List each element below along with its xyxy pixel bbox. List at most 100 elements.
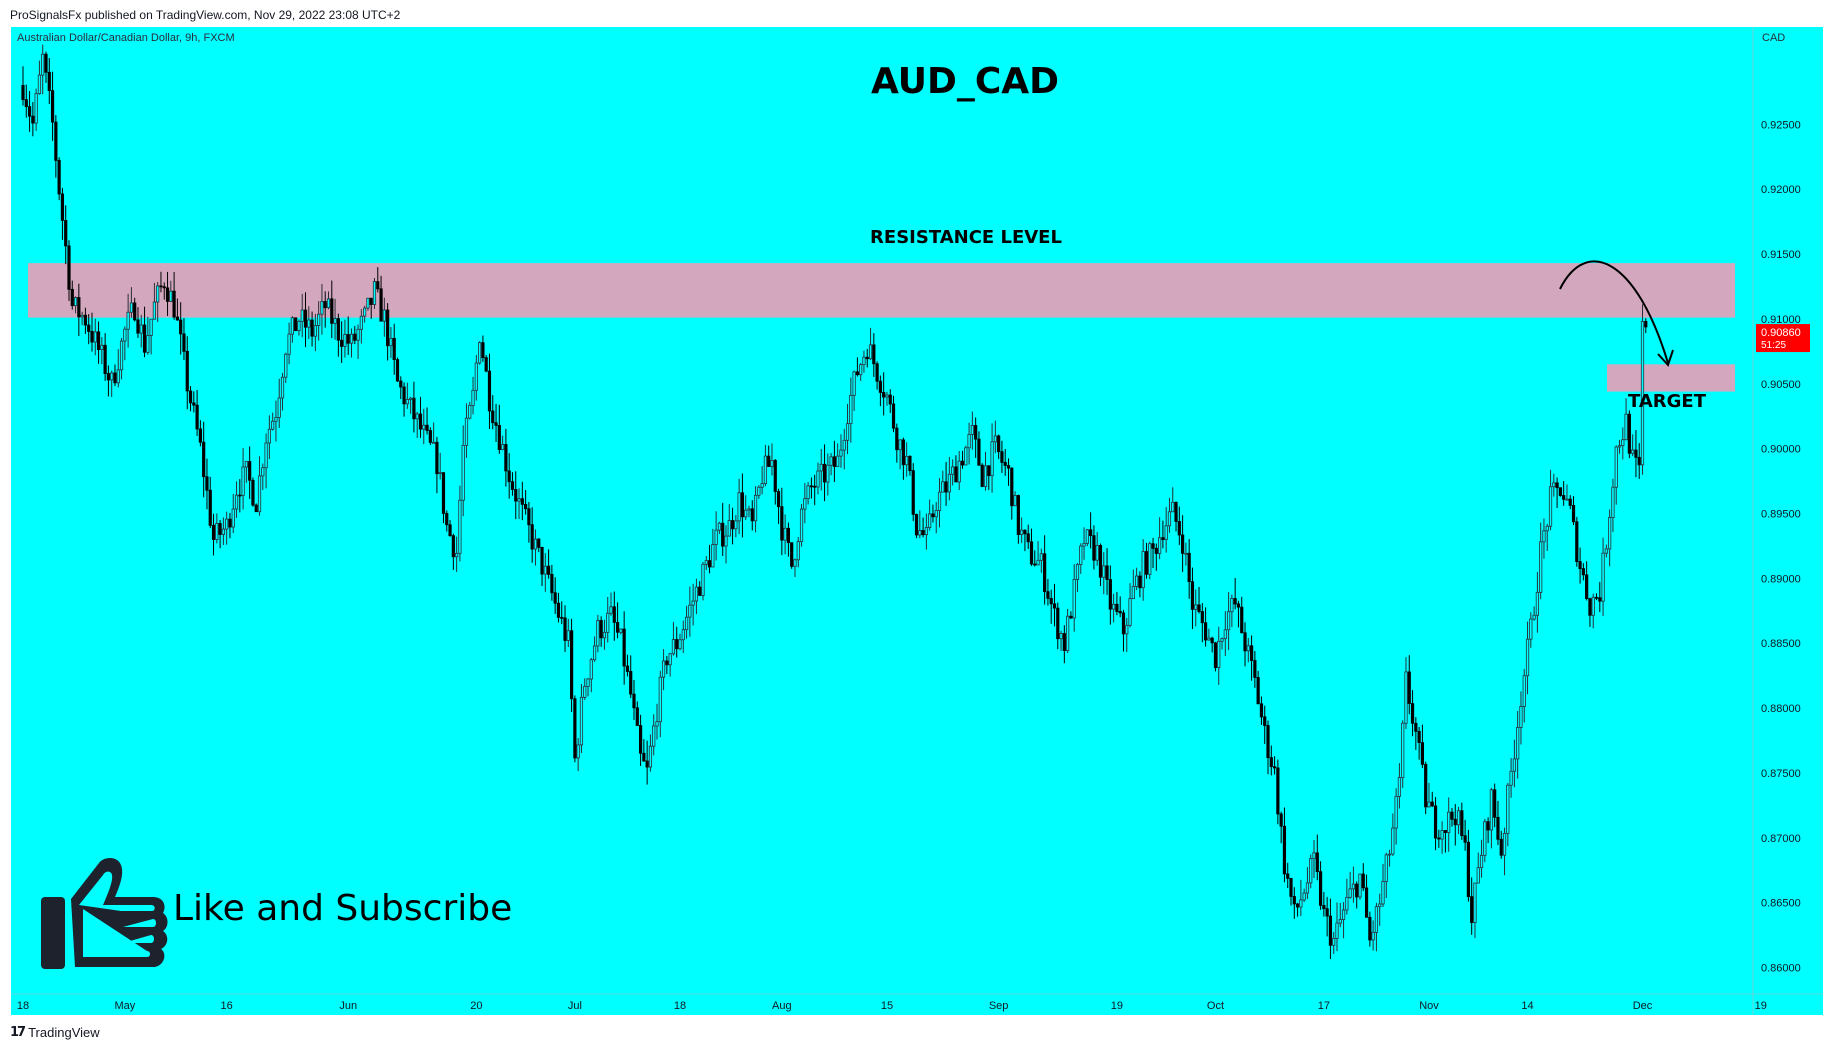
candle	[1332, 931, 1336, 955]
candle	[1532, 606, 1536, 621]
candle	[514, 471, 518, 520]
candle	[1529, 612, 1533, 648]
candle	[458, 485, 462, 562]
candle	[185, 336, 189, 410]
candle	[149, 318, 153, 355]
target-label: TARGET	[1628, 391, 1707, 412]
candle	[215, 513, 219, 544]
candle	[31, 101, 35, 137]
candle	[1581, 563, 1585, 581]
candle	[1279, 811, 1283, 844]
candle	[379, 275, 383, 322]
candle	[694, 578, 699, 615]
candle	[73, 296, 78, 314]
candle	[64, 205, 68, 265]
candle	[54, 115, 58, 178]
candle	[152, 282, 156, 320]
candle	[297, 319, 301, 336]
candle	[1302, 888, 1306, 903]
candle	[1125, 617, 1129, 652]
candle	[671, 622, 676, 656]
candle	[895, 423, 899, 463]
candle	[602, 619, 607, 650]
candle	[435, 436, 439, 494]
chart-area[interactable]: Australian Dollar/Canadian Dollar, 9h, F…	[11, 27, 1823, 1015]
time-axis[interactable]: 18 May 16 Jun 20 Jul 18 Aug 15 Sep 19 Oct 17 Nov 14 Dec…	[11, 993, 1823, 1012]
candle	[392, 323, 396, 375]
candle	[287, 322, 291, 365]
candle	[1289, 877, 1293, 906]
candle	[418, 396, 423, 438]
price-tick-label: 0.89500	[1761, 508, 1801, 520]
candle	[957, 450, 961, 490]
candle	[744, 495, 748, 521]
price-axis[interactable]: 0.92500 0.92000 0.91500 0.91000 0.90500 0.900…	[1752, 27, 1810, 1015]
candle	[799, 504, 804, 547]
candle	[1601, 537, 1605, 617]
candle	[336, 313, 340, 357]
tradingview-logo[interactable]: 17 TradingView	[10, 1025, 100, 1040]
candle	[448, 520, 452, 537]
resistance-label: RESISTANCE LEVEL	[870, 227, 1062, 248]
candle	[1118, 596, 1122, 618]
candle	[1322, 892, 1326, 917]
candle	[1161, 520, 1165, 549]
candle	[1473, 882, 1477, 939]
candle	[96, 321, 101, 364]
currency-label: CAD	[1762, 32, 1785, 44]
candle	[307, 306, 311, 340]
candle	[438, 452, 442, 480]
candle	[898, 439, 902, 470]
candle	[836, 443, 840, 467]
candle	[1194, 589, 1198, 627]
candle	[146, 316, 150, 355]
candle	[471, 376, 475, 415]
candle	[1197, 586, 1201, 614]
candle	[1115, 592, 1119, 616]
candle	[845, 403, 850, 455]
candle	[967, 422, 971, 465]
candle	[491, 395, 495, 430]
candle	[1253, 651, 1257, 688]
candle	[1598, 581, 1602, 613]
candle	[1223, 611, 1227, 657]
candle	[589, 657, 593, 693]
candle	[139, 314, 143, 348]
candle	[974, 417, 978, 458]
candle	[547, 549, 551, 579]
candle	[1213, 641, 1218, 672]
candle	[1348, 871, 1352, 899]
candle	[678, 633, 682, 651]
price-tick-label: 0.87000	[1761, 833, 1801, 845]
candle	[1230, 594, 1234, 627]
candle	[1391, 813, 1395, 857]
candle	[612, 591, 616, 641]
candle	[468, 401, 472, 420]
candle	[363, 305, 367, 323]
candle	[796, 537, 800, 568]
candle	[954, 455, 958, 483]
candle	[1404, 657, 1408, 729]
candle	[638, 714, 643, 767]
candle	[1062, 625, 1066, 664]
price-chart[interactable]: Australian Dollar/Canadian Dollar, 9h, F…	[11, 27, 1823, 1015]
candle	[1207, 628, 1211, 641]
candle	[372, 278, 377, 309]
candle	[179, 302, 183, 355]
candle	[826, 453, 830, 496]
candle	[1112, 593, 1116, 623]
candle	[1394, 788, 1398, 845]
candle	[947, 457, 951, 501]
candle	[1052, 583, 1057, 627]
candle	[1401, 720, 1405, 788]
candle	[192, 391, 196, 413]
candle	[1000, 440, 1004, 474]
candle	[780, 487, 784, 556]
candle	[1450, 808, 1454, 827]
candle	[1420, 724, 1425, 769]
publish-info: ProSignalsFx published on TradingView.co…	[10, 8, 401, 22]
candle	[576, 737, 580, 772]
candle	[819, 448, 823, 491]
candle	[675, 626, 679, 658]
candle	[592, 636, 597, 662]
